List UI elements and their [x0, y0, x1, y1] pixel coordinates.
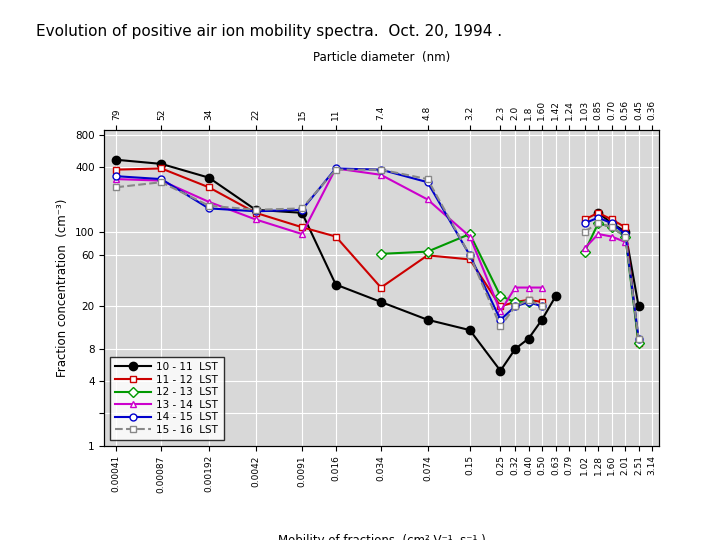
15 - 16  LST: [112, 184, 121, 191]
10 - 11  LST: [112, 157, 121, 163]
14 - 15  LST: [377, 166, 385, 173]
Line: 13 - 14  LST: 13 - 14 LST: [113, 165, 546, 315]
15 - 16  LST: [377, 166, 385, 173]
14 - 15  LST: [204, 205, 213, 212]
10 - 11  LST: [377, 299, 385, 305]
15 - 16  LST: [423, 176, 432, 183]
10 - 11  LST: [157, 161, 166, 167]
Line: 10 - 11  LST: 10 - 11 LST: [112, 156, 560, 375]
15 - 16  LST: [466, 252, 474, 259]
12 - 13  LST: [524, 299, 533, 305]
13 - 14  LST: [251, 216, 260, 222]
14 - 15  LST: [466, 252, 474, 259]
11 - 12  LST: [204, 184, 213, 191]
15 - 16  LST: [524, 296, 533, 303]
10 - 11  LST: [538, 316, 546, 323]
X-axis label: Mobility of fractions  (cm² V⁻¹  s⁻¹ ): Mobility of fractions (cm² V⁻¹ s⁻¹ ): [278, 534, 485, 540]
13 - 14  LST: [466, 233, 474, 240]
11 - 12  LST: [511, 299, 520, 305]
15 - 16  LST: [331, 166, 340, 173]
10 - 11  LST: [511, 346, 520, 352]
15 - 16  LST: [496, 323, 505, 329]
13 - 14  LST: [511, 284, 520, 291]
11 - 12  LST: [297, 224, 306, 231]
X-axis label: Particle diameter  (nm): Particle diameter (nm): [313, 51, 450, 64]
14 - 15  LST: [112, 173, 121, 179]
15 - 16  LST: [538, 303, 546, 309]
Line: 15 - 16  LST: 15 - 16 LST: [113, 166, 546, 330]
Line: 11 - 12  LST: 11 - 12 LST: [113, 165, 546, 310]
14 - 15  LST: [297, 207, 306, 213]
12 - 13  LST: [423, 248, 432, 255]
14 - 15  LST: [157, 176, 166, 183]
11 - 12  LST: [112, 166, 121, 173]
15 - 16  LST: [204, 202, 213, 209]
14 - 15  LST: [423, 179, 432, 185]
10 - 11  LST: [297, 210, 306, 216]
Legend: 10 - 11  LST, 11 - 12  LST, 12 - 13  LST, 13 - 14  LST, 14 - 15  LST, 15 - 16  L: 10 - 11 LST, 11 - 12 LST, 12 - 13 LST, 1…: [109, 357, 224, 440]
10 - 11  LST: [423, 316, 432, 323]
12 - 13  LST: [496, 293, 505, 299]
11 - 12  LST: [466, 256, 474, 262]
13 - 14  LST: [538, 284, 546, 291]
10 - 11  LST: [204, 174, 213, 181]
13 - 14  LST: [496, 308, 505, 314]
14 - 15  LST: [496, 316, 505, 323]
Line: 14 - 15  LST: 14 - 15 LST: [113, 165, 546, 323]
14 - 15  LST: [331, 165, 340, 172]
15 - 16  LST: [511, 303, 520, 309]
10 - 11  LST: [251, 207, 260, 213]
13 - 14  LST: [331, 165, 340, 172]
15 - 16  LST: [251, 207, 260, 213]
Line: 12 - 13  LST: 12 - 13 LST: [377, 231, 532, 306]
Y-axis label: Fraction concentration  (cm⁻³): Fraction concentration (cm⁻³): [56, 198, 70, 377]
10 - 11  LST: [552, 293, 560, 299]
Text: Evolution of positive air ion mobility spectra.  Oct. 20, 1994 .: Evolution of positive air ion mobility s…: [36, 24, 502, 39]
13 - 14  LST: [423, 196, 432, 202]
11 - 12  LST: [496, 303, 505, 309]
11 - 12  LST: [331, 233, 340, 240]
14 - 15  LST: [524, 299, 533, 305]
11 - 12  LST: [524, 296, 533, 303]
10 - 11  LST: [496, 368, 505, 374]
10 - 11  LST: [331, 281, 340, 288]
11 - 12  LST: [251, 210, 260, 216]
10 - 11  LST: [466, 327, 474, 333]
14 - 15  LST: [251, 208, 260, 214]
13 - 14  LST: [112, 176, 121, 183]
15 - 16  LST: [297, 205, 306, 212]
15 - 16  LST: [157, 179, 166, 185]
14 - 15  LST: [511, 303, 520, 309]
13 - 14  LST: [297, 231, 306, 237]
12 - 13  LST: [377, 251, 385, 257]
13 - 14  LST: [157, 177, 166, 184]
13 - 14  LST: [204, 199, 213, 205]
11 - 12  LST: [377, 284, 385, 291]
14 - 15  LST: [538, 303, 546, 309]
12 - 13  LST: [466, 231, 474, 237]
10 - 11  LST: [524, 335, 533, 342]
11 - 12  LST: [423, 252, 432, 259]
11 - 12  LST: [157, 165, 166, 172]
11 - 12  LST: [538, 299, 546, 305]
13 - 14  LST: [524, 284, 533, 291]
12 - 13  LST: [511, 299, 520, 305]
13 - 14  LST: [377, 172, 385, 178]
